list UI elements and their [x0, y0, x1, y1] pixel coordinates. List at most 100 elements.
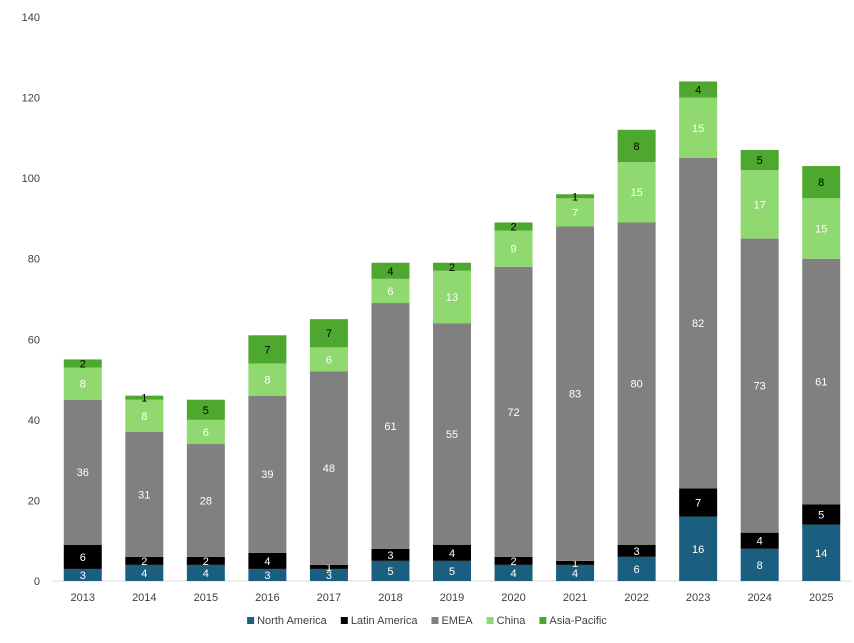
data-label: 8 [757, 560, 763, 572]
bar-segment [740, 532, 779, 549]
bar-segment [556, 226, 595, 561]
y-tick-label: 100 [22, 173, 40, 185]
bar-segment [802, 198, 841, 259]
data-label: 36 [77, 467, 89, 479]
data-label: 3 [326, 570, 332, 582]
legend-label: North America [257, 615, 328, 627]
data-label: 4 [203, 568, 209, 580]
legend-swatch [247, 617, 255, 624]
data-label: 4 [264, 556, 270, 568]
bar-segment [186, 564, 225, 581]
bar-stack-2019: 5 4 55 13 2 [433, 262, 471, 581]
data-label: 15 [815, 224, 827, 236]
bar-segment [494, 230, 533, 267]
bar-segment [125, 395, 164, 400]
legend-label: Latin America [351, 615, 419, 627]
data-label: 6 [634, 564, 640, 576]
bar-segment [617, 544, 656, 557]
bar-stack-2014: 42 31 8 1 [125, 393, 164, 581]
data-label: 73 [754, 381, 766, 393]
bar-segment [802, 504, 841, 525]
legend-item: Asia-Pacific [539, 615, 607, 627]
bar-segment [371, 560, 410, 581]
bar-segment [617, 556, 656, 581]
legend-swatch [539, 617, 547, 624]
y-tick-label: 140 [22, 12, 40, 24]
legend-item: North America [247, 615, 328, 627]
x-tick-label: 2025 [809, 592, 833, 604]
bar-segment [679, 81, 718, 98]
data-label: 28 [200, 495, 212, 507]
bar-segment [556, 564, 595, 581]
data-label: 8 [264, 375, 270, 387]
x-tick-label: 2021 [563, 592, 587, 604]
legend-label: Asia-Pacific [549, 615, 607, 627]
data-label: 8 [141, 411, 147, 423]
bar-segment [556, 560, 595, 565]
data-label: 3 [80, 570, 86, 582]
data-label: 2 [510, 221, 516, 233]
bar-segment [63, 367, 102, 400]
bar-segment [371, 262, 410, 279]
bar-stack-2017: 31 48 6 7 [309, 319, 348, 582]
bar-segment [556, 194, 595, 199]
bar-segment [617, 162, 656, 223]
bar-segment [740, 170, 779, 239]
bar-segment [186, 419, 225, 445]
data-label: 9 [510, 244, 516, 256]
data-label: 5 [449, 566, 455, 578]
data-label: 7 [264, 344, 270, 356]
data-label: 72 [507, 407, 519, 419]
y-tick-label: 0 [34, 576, 40, 588]
x-tick-label: 2017 [317, 592, 341, 604]
y-axis: 0 20 40 60 80 100 120 140 [22, 12, 40, 588]
legend-label: EMEA [441, 615, 473, 627]
bar-segment [433, 270, 471, 324]
data-label: 5 [818, 510, 824, 522]
y-tick-label: 80 [28, 254, 40, 266]
data-label: 61 [384, 421, 396, 433]
data-label: 15 [692, 123, 704, 135]
bar-segment [125, 564, 164, 581]
bar-segment [309, 319, 348, 348]
x-tick-label: 2013 [71, 592, 95, 604]
data-label: 8 [80, 379, 86, 391]
data-label: 7 [695, 497, 701, 509]
data-label: 4 [757, 536, 763, 548]
x-tick-label: 2014 [132, 592, 156, 604]
bar-segment [309, 347, 348, 372]
data-label: 4 [695, 85, 701, 97]
data-label: 17 [754, 199, 766, 211]
bar-segment [309, 371, 348, 565]
bar-segment [309, 568, 348, 581]
data-label: 16 [692, 544, 704, 556]
bar-segment [248, 552, 287, 569]
bar-segment [494, 222, 533, 231]
data-label: 6 [387, 286, 393, 298]
data-label: 2 [449, 262, 455, 274]
bar-segment [740, 149, 779, 171]
x-tick-label: 2020 [501, 592, 525, 604]
bar-segment [679, 516, 718, 581]
bar-stack-2024: 8 4 73 17 5 [740, 149, 779, 581]
y-tick-label: 20 [28, 495, 40, 507]
bar-segment [494, 266, 533, 557]
data-label: 1 [141, 393, 147, 405]
bar-segment [371, 303, 410, 549]
bar-segment [186, 399, 225, 420]
data-label: 4 [449, 548, 455, 560]
data-label: 83 [569, 389, 581, 401]
bar-segment [248, 395, 287, 553]
data-label: 13 [446, 292, 458, 304]
bar-segment [125, 431, 164, 557]
bar-segment [802, 258, 841, 505]
y-tick-label: 60 [28, 334, 40, 346]
bar-segment [125, 399, 164, 432]
bar-segment [248, 335, 287, 364]
data-label: 4 [510, 568, 516, 580]
data-label: 5 [203, 405, 209, 417]
legend-item: Latin America [340, 615, 419, 627]
bar-stack-2016: 3 4 39 8 7 [248, 335, 287, 582]
bar-segment [556, 198, 595, 227]
